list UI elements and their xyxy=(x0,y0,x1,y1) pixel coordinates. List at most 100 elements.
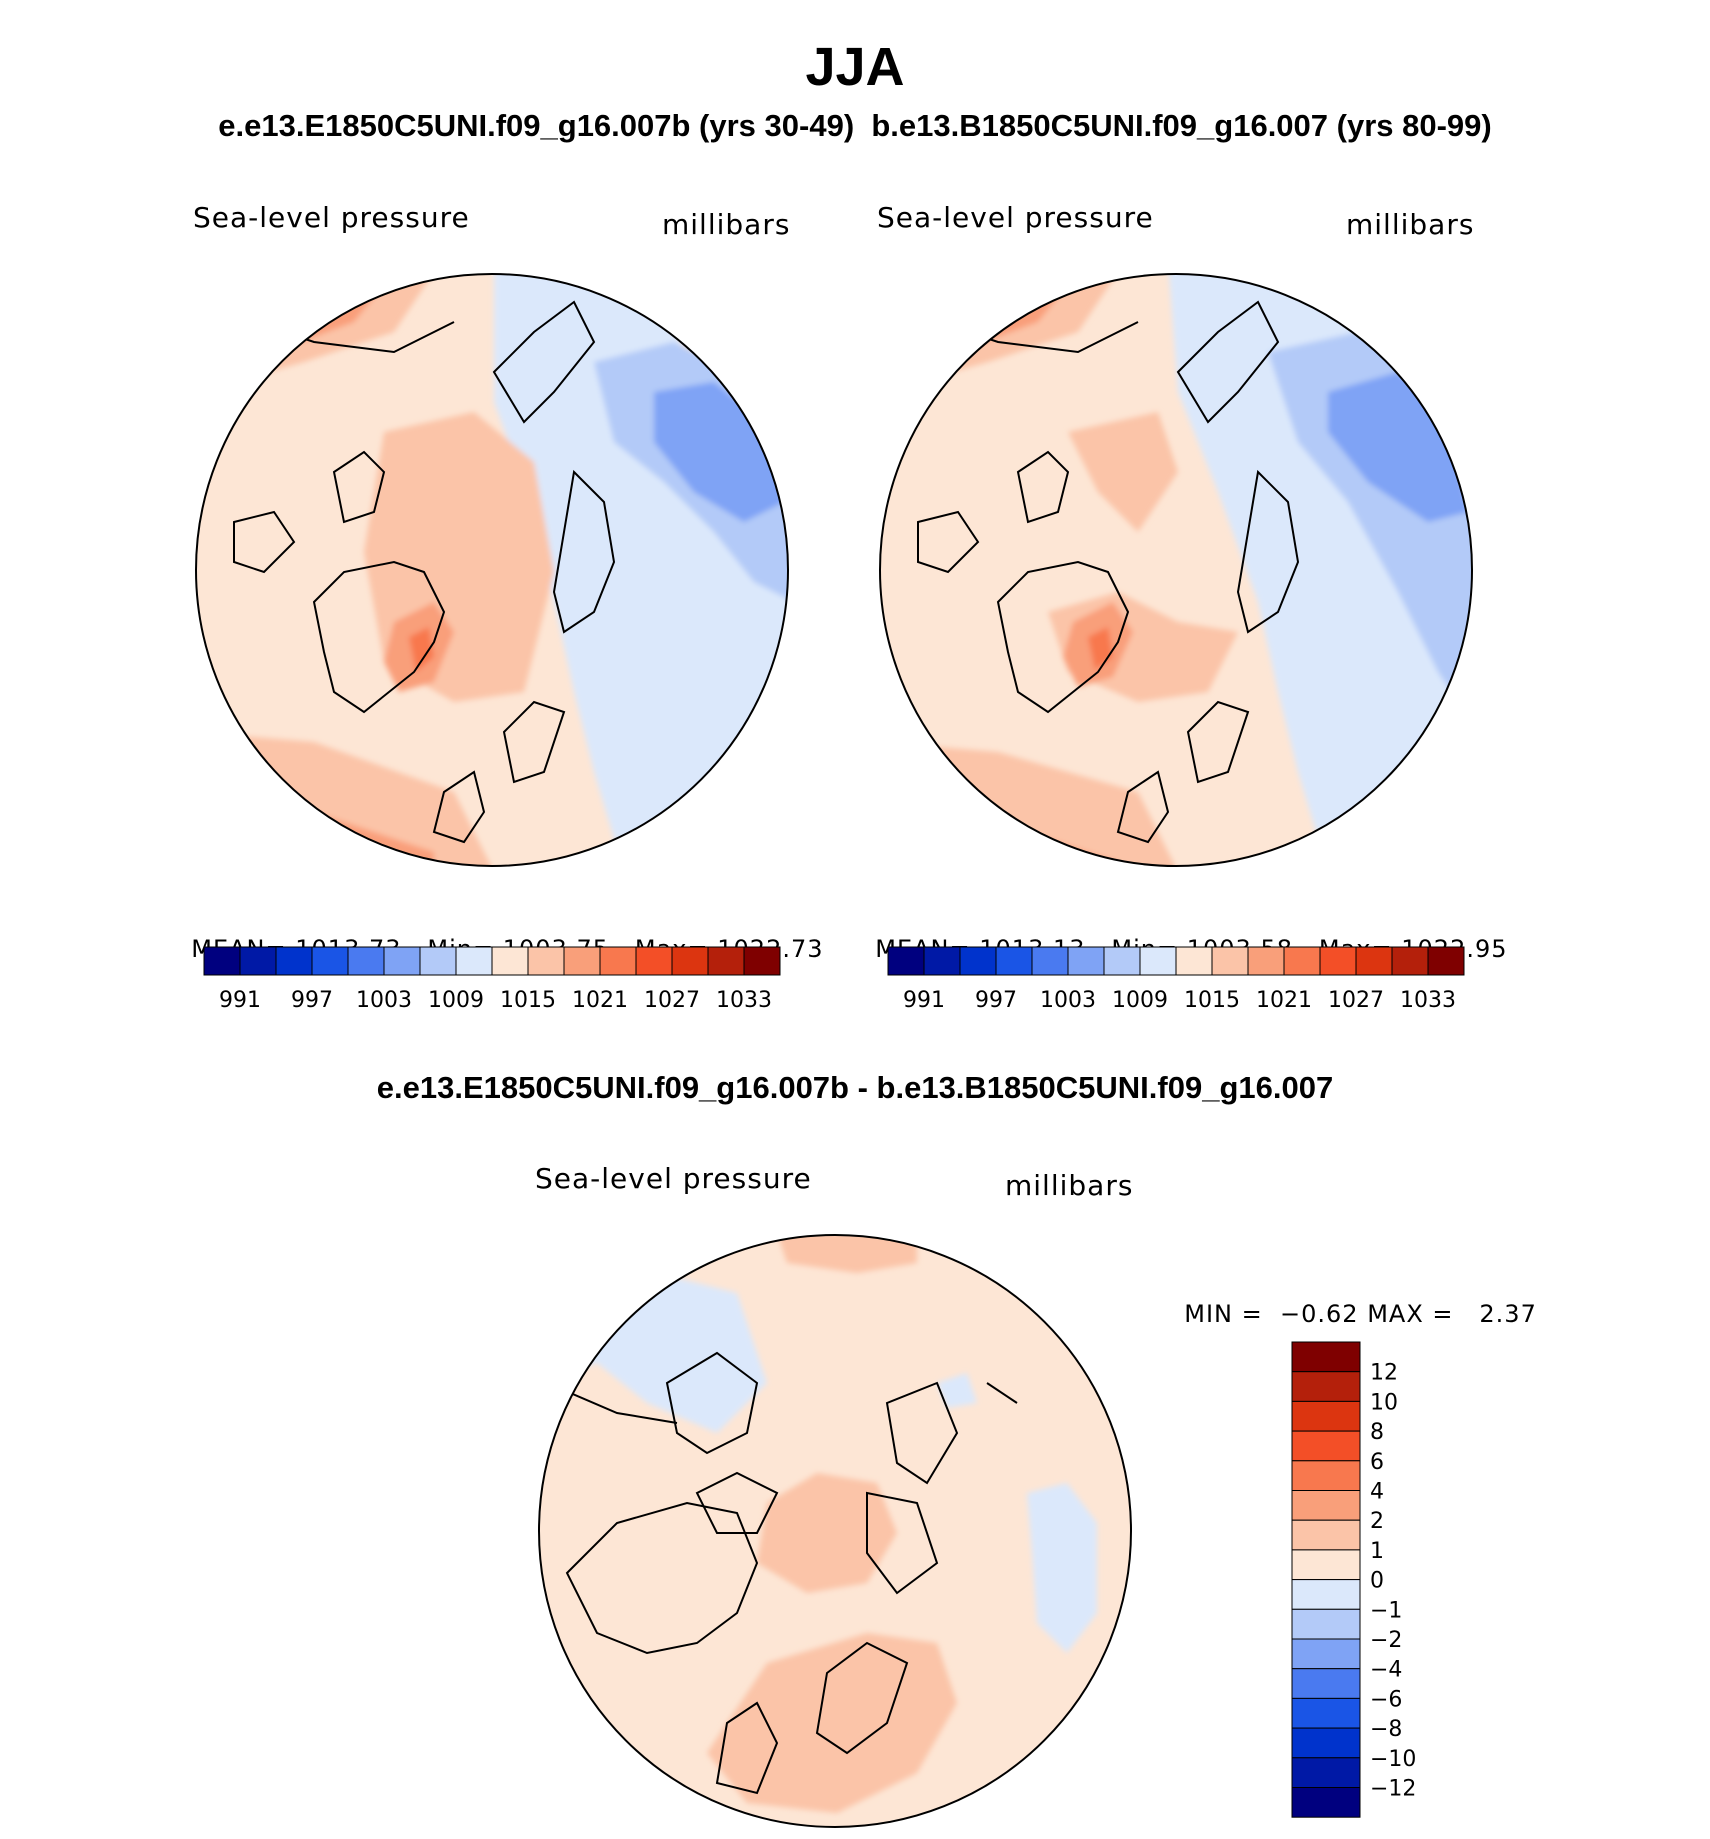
diff-max-label: MAX = xyxy=(1367,1300,1454,1328)
right-polar-map xyxy=(879,273,1473,867)
right-colorbar-tick-label: 1003 xyxy=(1040,988,1096,1013)
diff-stats: MIN = −0.62 MAX = 2.37 xyxy=(1167,1272,1537,1328)
left-colorbar: 991 997 1003 1009 1015 1021 1027 1033 xyxy=(203,946,781,1013)
right-colorbar-swatch xyxy=(887,946,925,976)
left-colorbar-swatch xyxy=(275,946,313,976)
diff-colorbar-swatch xyxy=(1291,1757,1361,1788)
right-colorbar-swatch xyxy=(1103,946,1141,976)
diff-colorbar-swatch xyxy=(1291,1430,1361,1462)
right-colorbar-tick-label: 1021 xyxy=(1256,988,1312,1013)
right-colorbar-swatch xyxy=(1283,946,1321,976)
diff-colorbar-swatch xyxy=(1291,1341,1361,1373)
diff-panel-title: Sea-level pressure xyxy=(535,1162,812,1195)
left-colorbar-swatch xyxy=(419,946,457,976)
right-field-high-center xyxy=(1068,412,1178,532)
left-field-high-greenland2 xyxy=(409,627,434,672)
diff-colorbar-swatch xyxy=(1291,1697,1361,1729)
diff-field-positive-north xyxy=(777,1235,917,1273)
right-colorbar-swatch xyxy=(995,946,1033,976)
left-colorbar-swatch xyxy=(743,946,781,976)
left-colorbar-swatch xyxy=(563,946,601,976)
left-colorbar-tick-label: 1033 xyxy=(716,988,772,1013)
diff-colorbar-swatch xyxy=(1291,1668,1361,1699)
diff-colorbar-swatch xyxy=(1291,1787,1361,1818)
difference-title: e.e13.E1850C5UNI.f09_g16.007b - b.e13.B1… xyxy=(376,1070,1334,1105)
diff-colorbar-tick-label: −10 xyxy=(1370,1747,1416,1772)
left-colorbar-tick-label: 1003 xyxy=(356,988,412,1013)
right-colorbar-swatch xyxy=(1427,946,1465,976)
diff-colorbar-swatch xyxy=(1291,1519,1361,1551)
right-colorbar-swatch xyxy=(923,946,961,976)
right-colorbar-swatch xyxy=(1391,946,1429,976)
diff-colorbar-swatch xyxy=(1291,1579,1361,1610)
diff-colorbar-tick-label: −4 xyxy=(1370,1658,1402,1683)
right-colorbar-swatch xyxy=(1247,946,1285,976)
diff-min-value: −0.62 xyxy=(1280,1300,1359,1328)
right-map-border xyxy=(879,273,1473,867)
right-colorbar-tick-label: 997 xyxy=(975,988,1017,1013)
left-map-border xyxy=(195,273,789,867)
diff-field-positive-south xyxy=(707,1633,957,1813)
right-coastlines xyxy=(907,300,1300,844)
subtitle: e.e13.E1850C5UNI.f09_g16.007b (yrs 30-49… xyxy=(218,108,1492,143)
left-colorbar-swatch xyxy=(383,946,421,976)
left-colorbar-swatch xyxy=(239,946,277,976)
right-colorbar-swatch xyxy=(1067,946,1105,976)
right-colorbar-swatch xyxy=(1139,946,1177,976)
diff-colorbar-swatch xyxy=(1291,1371,1361,1402)
left-colorbar-swatch xyxy=(599,946,637,976)
diff-colorbar-tick-label: 8 xyxy=(1370,1420,1384,1445)
right-colorbar-swatch xyxy=(1319,946,1357,976)
diff-panel-units: millibars xyxy=(1005,1169,1134,1202)
left-colorbar-swatch xyxy=(311,946,349,976)
diff-field-negative-east xyxy=(1027,1483,1097,1653)
diff-colorbar-swatch xyxy=(1291,1549,1361,1581)
left-colorbar-tick-label: 1015 xyxy=(500,988,556,1013)
left-colorbar-swatch xyxy=(635,946,673,976)
right-colorbar-swatch xyxy=(959,946,997,976)
diff-colorbar-tick-label: −6 xyxy=(1370,1687,1402,1712)
right-colorbar-swatch xyxy=(1211,946,1249,976)
diff-colorbar-tick-label: −8 xyxy=(1370,1717,1402,1742)
left-colorbar-swatch xyxy=(707,946,745,976)
difference-polar-map xyxy=(538,1234,1132,1828)
diff-colorbar-tick-label: 1 xyxy=(1370,1539,1384,1564)
left-colorbar-swatch xyxy=(203,946,241,976)
left-panel-units: millibars xyxy=(662,208,791,241)
right-colorbar: 991 997 1003 1009 1015 1021 1027 1033 xyxy=(887,946,1465,1013)
left-colorbar-swatch xyxy=(455,946,493,976)
diff-colorbar-tick-label: 12 xyxy=(1370,1361,1398,1386)
diff-colorbar-tick-label: −12 xyxy=(1370,1777,1416,1802)
left-polar-map xyxy=(195,273,789,867)
main-title: JJA xyxy=(805,37,905,97)
right-colorbar-swatch xyxy=(1355,946,1393,976)
left-panel-title: Sea-level pressure xyxy=(193,201,470,234)
diff-colorbar-swatch xyxy=(1291,1608,1361,1640)
diff-colorbar-tick-label: 2 xyxy=(1370,1509,1384,1534)
left-colorbar-tick-label: 997 xyxy=(291,988,333,1013)
left-colorbar-tick-label: 1027 xyxy=(644,988,700,1013)
left-colorbar-tick-label: 1009 xyxy=(428,988,484,1013)
right-colorbar-tick-label: 1027 xyxy=(1328,988,1384,1013)
diff-colorbar-tick-label: 0 xyxy=(1370,1569,1384,1594)
diff-field-positive-center xyxy=(757,1473,897,1593)
diff-colorbar-swatch xyxy=(1291,1638,1361,1670)
left-colorbar-swatch xyxy=(527,946,565,976)
left-colorbar-swatch xyxy=(491,946,529,976)
diff-colorbar-tick-label: −2 xyxy=(1370,1628,1402,1653)
diff-colorbar-tick-label: 6 xyxy=(1370,1450,1384,1475)
diff-min-label: MIN = xyxy=(1184,1300,1263,1328)
diff-colorbar-tick-label: 10 xyxy=(1370,1390,1398,1415)
diff-max-value: 2.37 xyxy=(1479,1300,1537,1328)
diff-colorbar-swatch xyxy=(1291,1727,1361,1759)
diff-colorbar-swatch xyxy=(1291,1400,1361,1432)
right-panel-title: Sea-level pressure xyxy=(877,201,1154,234)
right-colorbar-swatch xyxy=(1175,946,1213,976)
left-colorbar-swatch xyxy=(671,946,709,976)
left-colorbar-tick-label: 991 xyxy=(219,988,261,1013)
left-colorbar-tick-label: 1021 xyxy=(572,988,628,1013)
left-colorbar-swatch xyxy=(347,946,385,976)
diff-field-negative-small xyxy=(937,1373,977,1408)
diff-colorbar-tick-label: 4 xyxy=(1370,1480,1384,1505)
